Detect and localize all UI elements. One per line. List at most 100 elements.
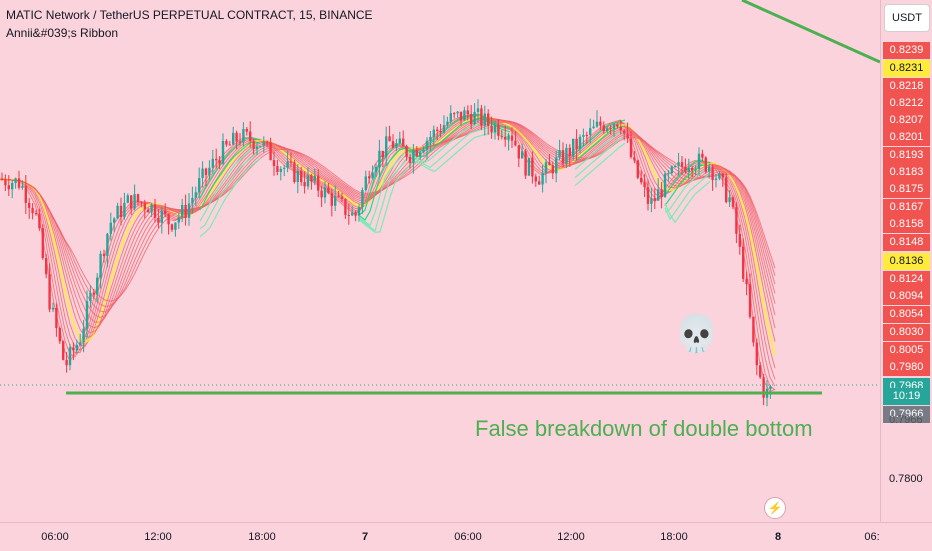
time-axis[interactable]: 06:00 12:00 18:00 7 06:00 12:00 18:00 8 06: (0, 522, 932, 551)
candle-body (96, 277, 99, 295)
candle-body (123, 202, 126, 218)
candle-body (75, 344, 78, 351)
candle-body (589, 128, 592, 136)
candle-body (167, 214, 170, 225)
lightning-icon[interactable]: ⚡ (764, 497, 786, 519)
candle-body (340, 196, 344, 199)
candle-body (493, 124, 497, 133)
ribbon-line-bull (574, 119, 626, 154)
candle-body (327, 187, 330, 194)
candle-body (422, 149, 425, 153)
candle-body (102, 253, 106, 256)
candle-body (62, 341, 65, 360)
candle-body (296, 170, 299, 183)
price-label: 0.8183 (883, 164, 930, 181)
candle-body (442, 125, 446, 133)
price-axis[interactable]: 0.8239 0.8231 0.8218 0.8212 0.8207 0.8201 0.81… (880, 0, 932, 522)
candle-body (653, 198, 656, 201)
candle-body (466, 110, 469, 115)
candle-body (718, 173, 721, 179)
candle-body (150, 204, 153, 213)
price-label: 0.7980 (883, 359, 930, 376)
candle-body (310, 175, 313, 182)
ribbon-line (0, 116, 776, 342)
price-label: 0.8030 (883, 324, 930, 341)
candle-body (694, 168, 697, 171)
candle-body (45, 258, 48, 275)
candle-body (249, 131, 252, 142)
candle-body (31, 207, 34, 214)
candle-body (650, 198, 653, 204)
candle-body (303, 182, 306, 187)
candle-body (357, 207, 361, 216)
candle-body (58, 328, 61, 342)
candle-body (674, 166, 677, 168)
candle-body (711, 167, 714, 180)
candle-body (211, 158, 214, 168)
candle-body (646, 187, 650, 204)
candle-body (697, 153, 701, 169)
candle-body (204, 168, 208, 176)
candle-body (276, 166, 279, 172)
candle-body (344, 198, 347, 215)
candle-body (235, 132, 238, 142)
candle-body (714, 178, 718, 180)
candle-body (568, 147, 571, 157)
candle-body (232, 132, 235, 145)
candle-body (463, 110, 466, 121)
candle-body (99, 253, 102, 278)
candle-body (514, 140, 517, 146)
indicator-label[interactable]: Annii&#039;s Ribbon (6, 26, 119, 40)
candle-body (725, 177, 728, 203)
candle-body (670, 166, 673, 174)
candle-body (89, 292, 92, 302)
candle-body (633, 157, 636, 161)
candle-body (136, 194, 140, 203)
candle-body (221, 140, 225, 164)
candle-body (459, 111, 463, 121)
candle-body (429, 136, 432, 141)
candle-body (531, 157, 534, 177)
chart-area[interactable] (0, 0, 880, 522)
candle-body (34, 213, 38, 215)
candle-body (85, 301, 89, 329)
candle-body (38, 213, 41, 229)
ribbon-line-bull (199, 149, 261, 230)
currency-button[interactable]: USDT (884, 4, 930, 32)
candle-body (643, 182, 646, 188)
candle-body (252, 141, 255, 149)
candle-body (541, 173, 544, 185)
price-label: 0.8158 (883, 216, 930, 233)
candle-body (198, 178, 201, 193)
price-label: 0.8231 (883, 60, 930, 77)
candle-body (731, 197, 735, 208)
candle-body (446, 121, 449, 126)
candle-body (538, 181, 541, 185)
candle-body (320, 190, 323, 198)
candle-body (419, 152, 422, 157)
skull-icon: 💀 (674, 313, 719, 354)
candle-body (143, 203, 146, 210)
ribbon-line-bull (664, 180, 711, 224)
price-label: 0.8239 (883, 42, 930, 59)
ribbon-line-bull (574, 136, 626, 179)
candle-body (255, 146, 259, 149)
candle-body (286, 161, 289, 168)
candle-body (636, 160, 639, 178)
price-chart[interactable] (0, 0, 880, 522)
candle-body (323, 187, 327, 198)
price-label: 0.8094 (883, 288, 930, 305)
candle-body (578, 136, 582, 149)
candle-body (405, 146, 408, 158)
candle-body (704, 157, 707, 172)
candle-body (11, 182, 14, 190)
candle-body (551, 165, 554, 174)
candle-body (133, 194, 136, 209)
price-label: 0.8212 (883, 95, 930, 112)
candle-body (368, 176, 371, 179)
candle-body (691, 168, 694, 171)
candle-body (561, 150, 565, 164)
candle-body (408, 157, 412, 163)
candle-body (728, 197, 731, 203)
time-label: 8 (774, 531, 782, 543)
